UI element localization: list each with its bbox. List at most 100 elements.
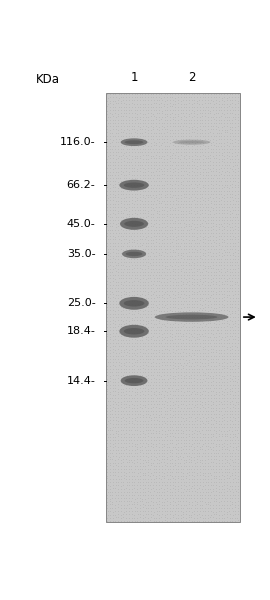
- Point: [214, 428, 218, 438]
- Point: [230, 92, 235, 102]
- Point: [106, 416, 110, 425]
- Point: [176, 148, 180, 157]
- Point: [203, 425, 208, 435]
- Point: [208, 98, 212, 108]
- Point: [151, 503, 156, 512]
- Point: [165, 128, 170, 137]
- Point: [171, 164, 175, 173]
- Point: [135, 409, 140, 419]
- Point: [236, 303, 240, 313]
- Point: [190, 322, 194, 332]
- Point: [110, 377, 115, 387]
- Point: [233, 221, 237, 231]
- Point: [184, 457, 188, 467]
- Point: [189, 403, 194, 413]
- Point: [138, 119, 142, 128]
- Point: [133, 387, 137, 397]
- Point: [186, 144, 191, 154]
- Point: [190, 296, 194, 306]
- Point: [190, 245, 194, 254]
- Point: [154, 283, 159, 293]
- Point: [129, 115, 134, 125]
- Point: [137, 383, 142, 393]
- Point: [184, 180, 188, 190]
- Point: [146, 206, 150, 215]
- Point: [105, 364, 109, 374]
- Point: [165, 142, 169, 151]
- Point: [130, 161, 134, 170]
- Point: [225, 170, 229, 180]
- Point: [211, 403, 215, 413]
- Point: [111, 458, 115, 467]
- Point: [205, 244, 210, 254]
- Point: [173, 260, 177, 270]
- Point: [105, 182, 109, 192]
- Point: [127, 403, 131, 412]
- Point: [146, 176, 150, 186]
- Point: [157, 238, 161, 247]
- Point: [133, 160, 137, 170]
- Point: [157, 464, 161, 473]
- Point: [233, 296, 237, 306]
- Point: [222, 170, 227, 180]
- Point: [133, 108, 137, 118]
- Point: [222, 364, 226, 373]
- Point: [230, 331, 234, 341]
- Point: [138, 267, 142, 277]
- Point: [192, 140, 196, 150]
- Point: [152, 461, 156, 471]
- Point: [124, 299, 129, 308]
- Point: [136, 160, 140, 169]
- Point: [105, 490, 109, 500]
- Point: [206, 300, 210, 310]
- Point: [146, 452, 150, 461]
- Point: [219, 474, 224, 484]
- Point: [231, 380, 235, 390]
- Point: [230, 308, 234, 318]
- Point: [152, 513, 156, 523]
- Point: [110, 445, 115, 455]
- Point: [132, 202, 137, 212]
- Point: [186, 355, 191, 364]
- Point: [111, 331, 115, 341]
- Point: [124, 396, 129, 406]
- Point: [149, 299, 153, 308]
- Point: [182, 283, 186, 293]
- Point: [217, 202, 221, 212]
- Point: [165, 244, 170, 254]
- Point: [130, 290, 134, 300]
- Point: [225, 439, 229, 448]
- Point: [193, 425, 197, 435]
- Point: [217, 296, 221, 306]
- Point: [173, 374, 177, 383]
- Point: [208, 261, 212, 271]
- Point: [135, 352, 140, 361]
- Point: [211, 137, 216, 147]
- Point: [179, 229, 183, 238]
- Point: [108, 122, 112, 131]
- Point: [189, 199, 193, 209]
- Point: [236, 458, 240, 467]
- Point: [162, 457, 166, 467]
- Point: [211, 196, 216, 205]
- Point: [122, 451, 126, 461]
- Point: [146, 222, 150, 232]
- Point: [195, 361, 199, 370]
- Point: [111, 92, 115, 102]
- Point: [118, 274, 123, 283]
- Point: [144, 352, 148, 361]
- Point: [122, 196, 126, 206]
- Point: [206, 209, 210, 219]
- Point: [171, 115, 175, 124]
- Point: [192, 377, 196, 386]
- Point: [105, 118, 110, 128]
- Point: [236, 490, 240, 500]
- Point: [203, 190, 208, 199]
- Point: [143, 512, 147, 522]
- Point: [179, 177, 183, 187]
- Point: [165, 513, 169, 523]
- Point: [214, 189, 218, 199]
- Point: [203, 438, 208, 448]
- Point: [122, 137, 126, 147]
- Point: [203, 289, 207, 299]
